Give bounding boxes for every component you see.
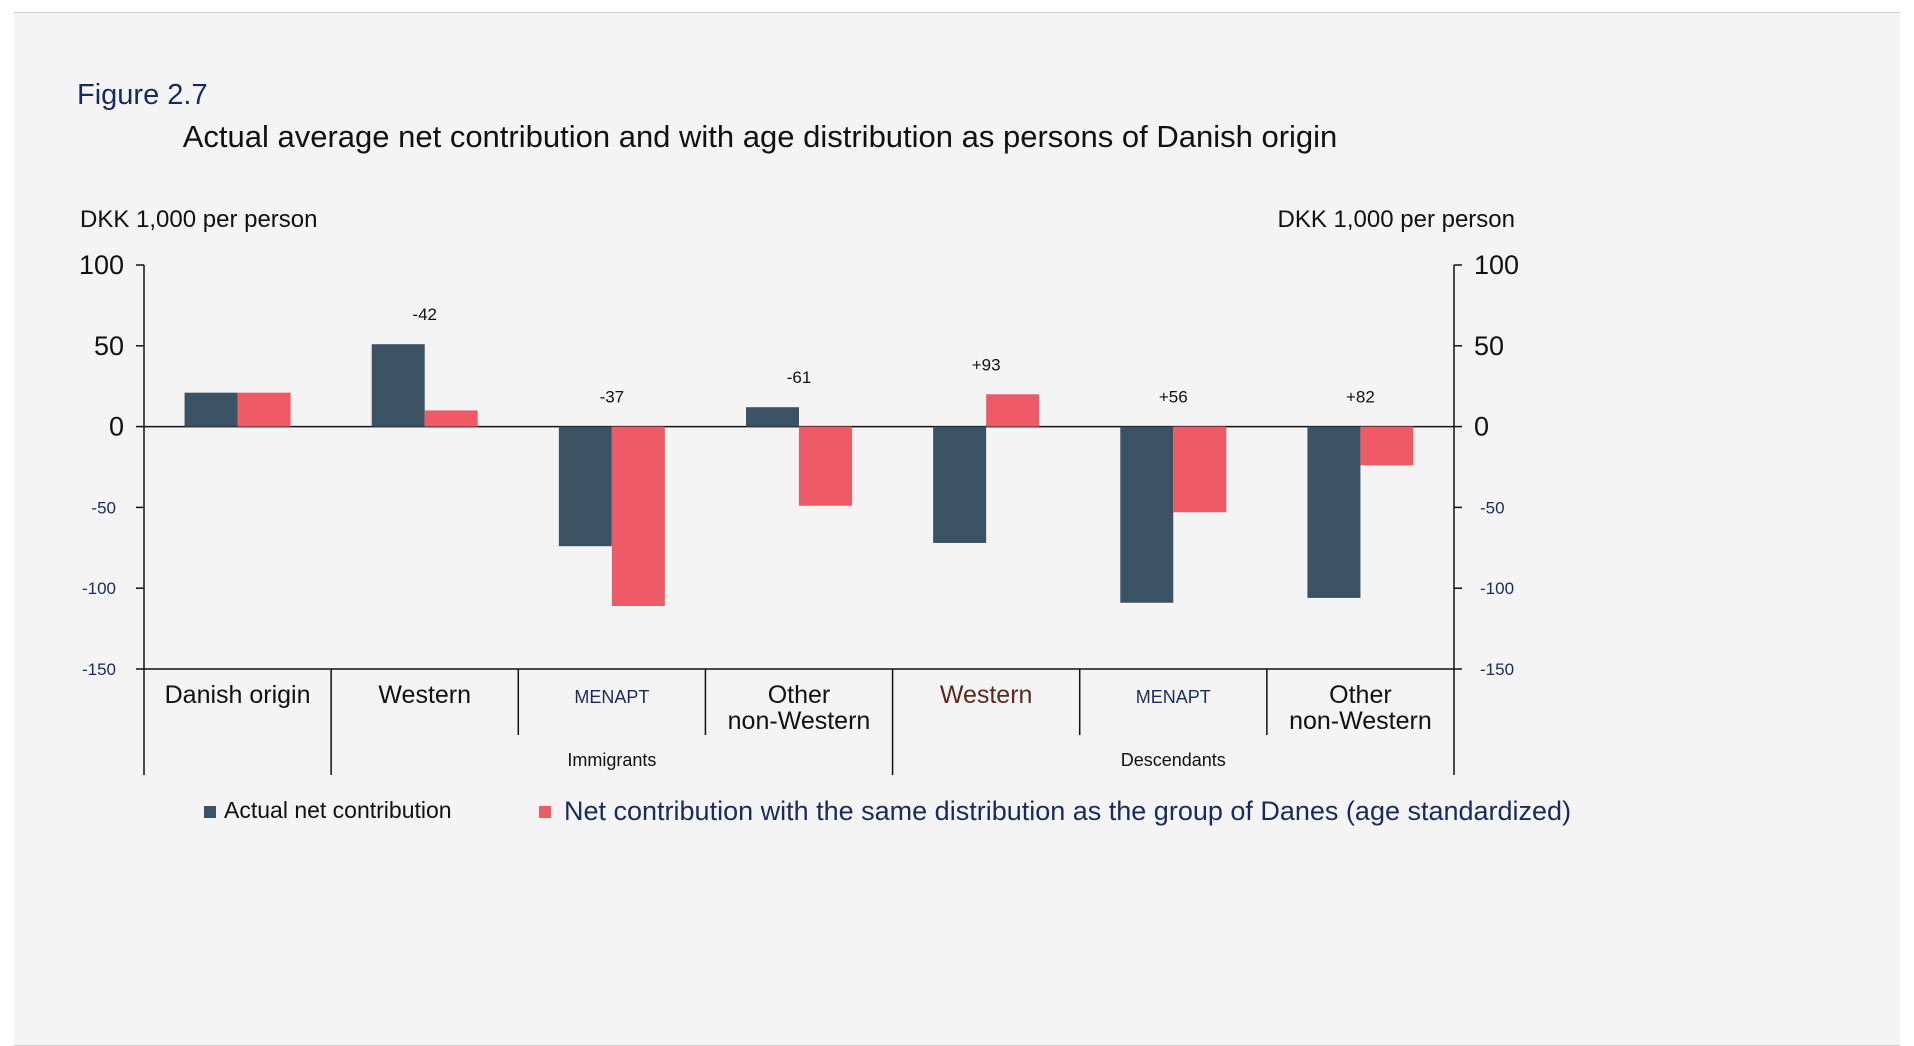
y-tick-label-right: -100: [1480, 579, 1514, 598]
y-axis-label-right: DKK 1,000 per person: [1278, 206, 1515, 233]
difference-label: -61: [787, 368, 812, 387]
bar-actual: [558, 426, 612, 547]
x-group-label: Descendants: [1121, 750, 1226, 770]
plot-area: 100 100 50 50 0 0 -50 -50 -100 -100 -150 -150 Danish…: [79, 250, 1519, 775]
x-category-label: Other: [768, 681, 831, 709]
difference-label: -42: [412, 305, 437, 324]
difference-label: +56: [1159, 388, 1188, 407]
y-tick-label-right: 0: [1474, 412, 1489, 442]
bar-standardized: [611, 426, 665, 606]
bar-actual: [746, 407, 799, 427]
x-category-label: MENAPT: [574, 687, 649, 707]
x-category-label: non-Western: [728, 707, 871, 735]
y-tick-label-left: -150: [82, 660, 116, 679]
bar-standardized: [1360, 426, 1414, 466]
difference-label: +93: [972, 355, 1001, 374]
bar-actual: [184, 392, 238, 427]
bar-standardized: [986, 394, 1040, 427]
y-tick-label-left: 0: [109, 412, 124, 442]
y-tick-label-left: -50: [91, 498, 116, 517]
y-axis-label-left: DKK 1,000 per person: [80, 206, 317, 233]
bar-chart: Figure 2.7 Actual average net contributi…: [77, 79, 1571, 826]
y-tick-label-right: 50: [1474, 331, 1504, 361]
bar-actual: [1120, 426, 1174, 603]
x-category-label: Other: [1329, 681, 1392, 709]
bar-standardized: [799, 426, 852, 506]
difference-label: -37: [600, 388, 625, 407]
y-tick-label-left: 50: [94, 331, 124, 361]
y-tick-label-right: -50: [1480, 498, 1505, 517]
bar-standardized: [424, 410, 478, 427]
y-tick-label-right: 100: [1474, 250, 1519, 280]
bar-actual: [933, 426, 987, 543]
x-category-label: Danish origin: [165, 681, 311, 709]
y-tick-label-right: -150: [1480, 660, 1514, 679]
legend: Actual net contribution Net contribution…: [204, 796, 1571, 826]
chart-title: Actual average net contribution and with…: [183, 119, 1338, 154]
x-category-label: Western: [940, 681, 1033, 709]
x-group-label: Immigrants: [567, 750, 656, 770]
difference-label: +82: [1346, 388, 1375, 407]
figure-panel: Figure 2.7 Actual average net contributi…: [14, 12, 1900, 1046]
legend-label-standardized: Net contribution with the same distribut…: [564, 796, 1571, 826]
bar-standardized: [237, 392, 291, 427]
x-category-label: MENAPT: [1136, 687, 1211, 707]
legend-swatch-standardized: [539, 806, 551, 818]
legend-label-actual: Actual net contribution: [224, 797, 452, 823]
x-category-label: Western: [378, 681, 471, 709]
y-tick-label-left: 100: [79, 250, 124, 280]
bar-actual: [371, 344, 425, 427]
y-tick-label-left: -100: [82, 579, 116, 598]
figure-label: Figure 2.7: [77, 79, 208, 111]
bar-actual: [1307, 426, 1361, 598]
x-category-label: non-Western: [1289, 707, 1432, 735]
legend-swatch-actual: [204, 806, 216, 818]
bar-standardized: [1173, 426, 1227, 513]
